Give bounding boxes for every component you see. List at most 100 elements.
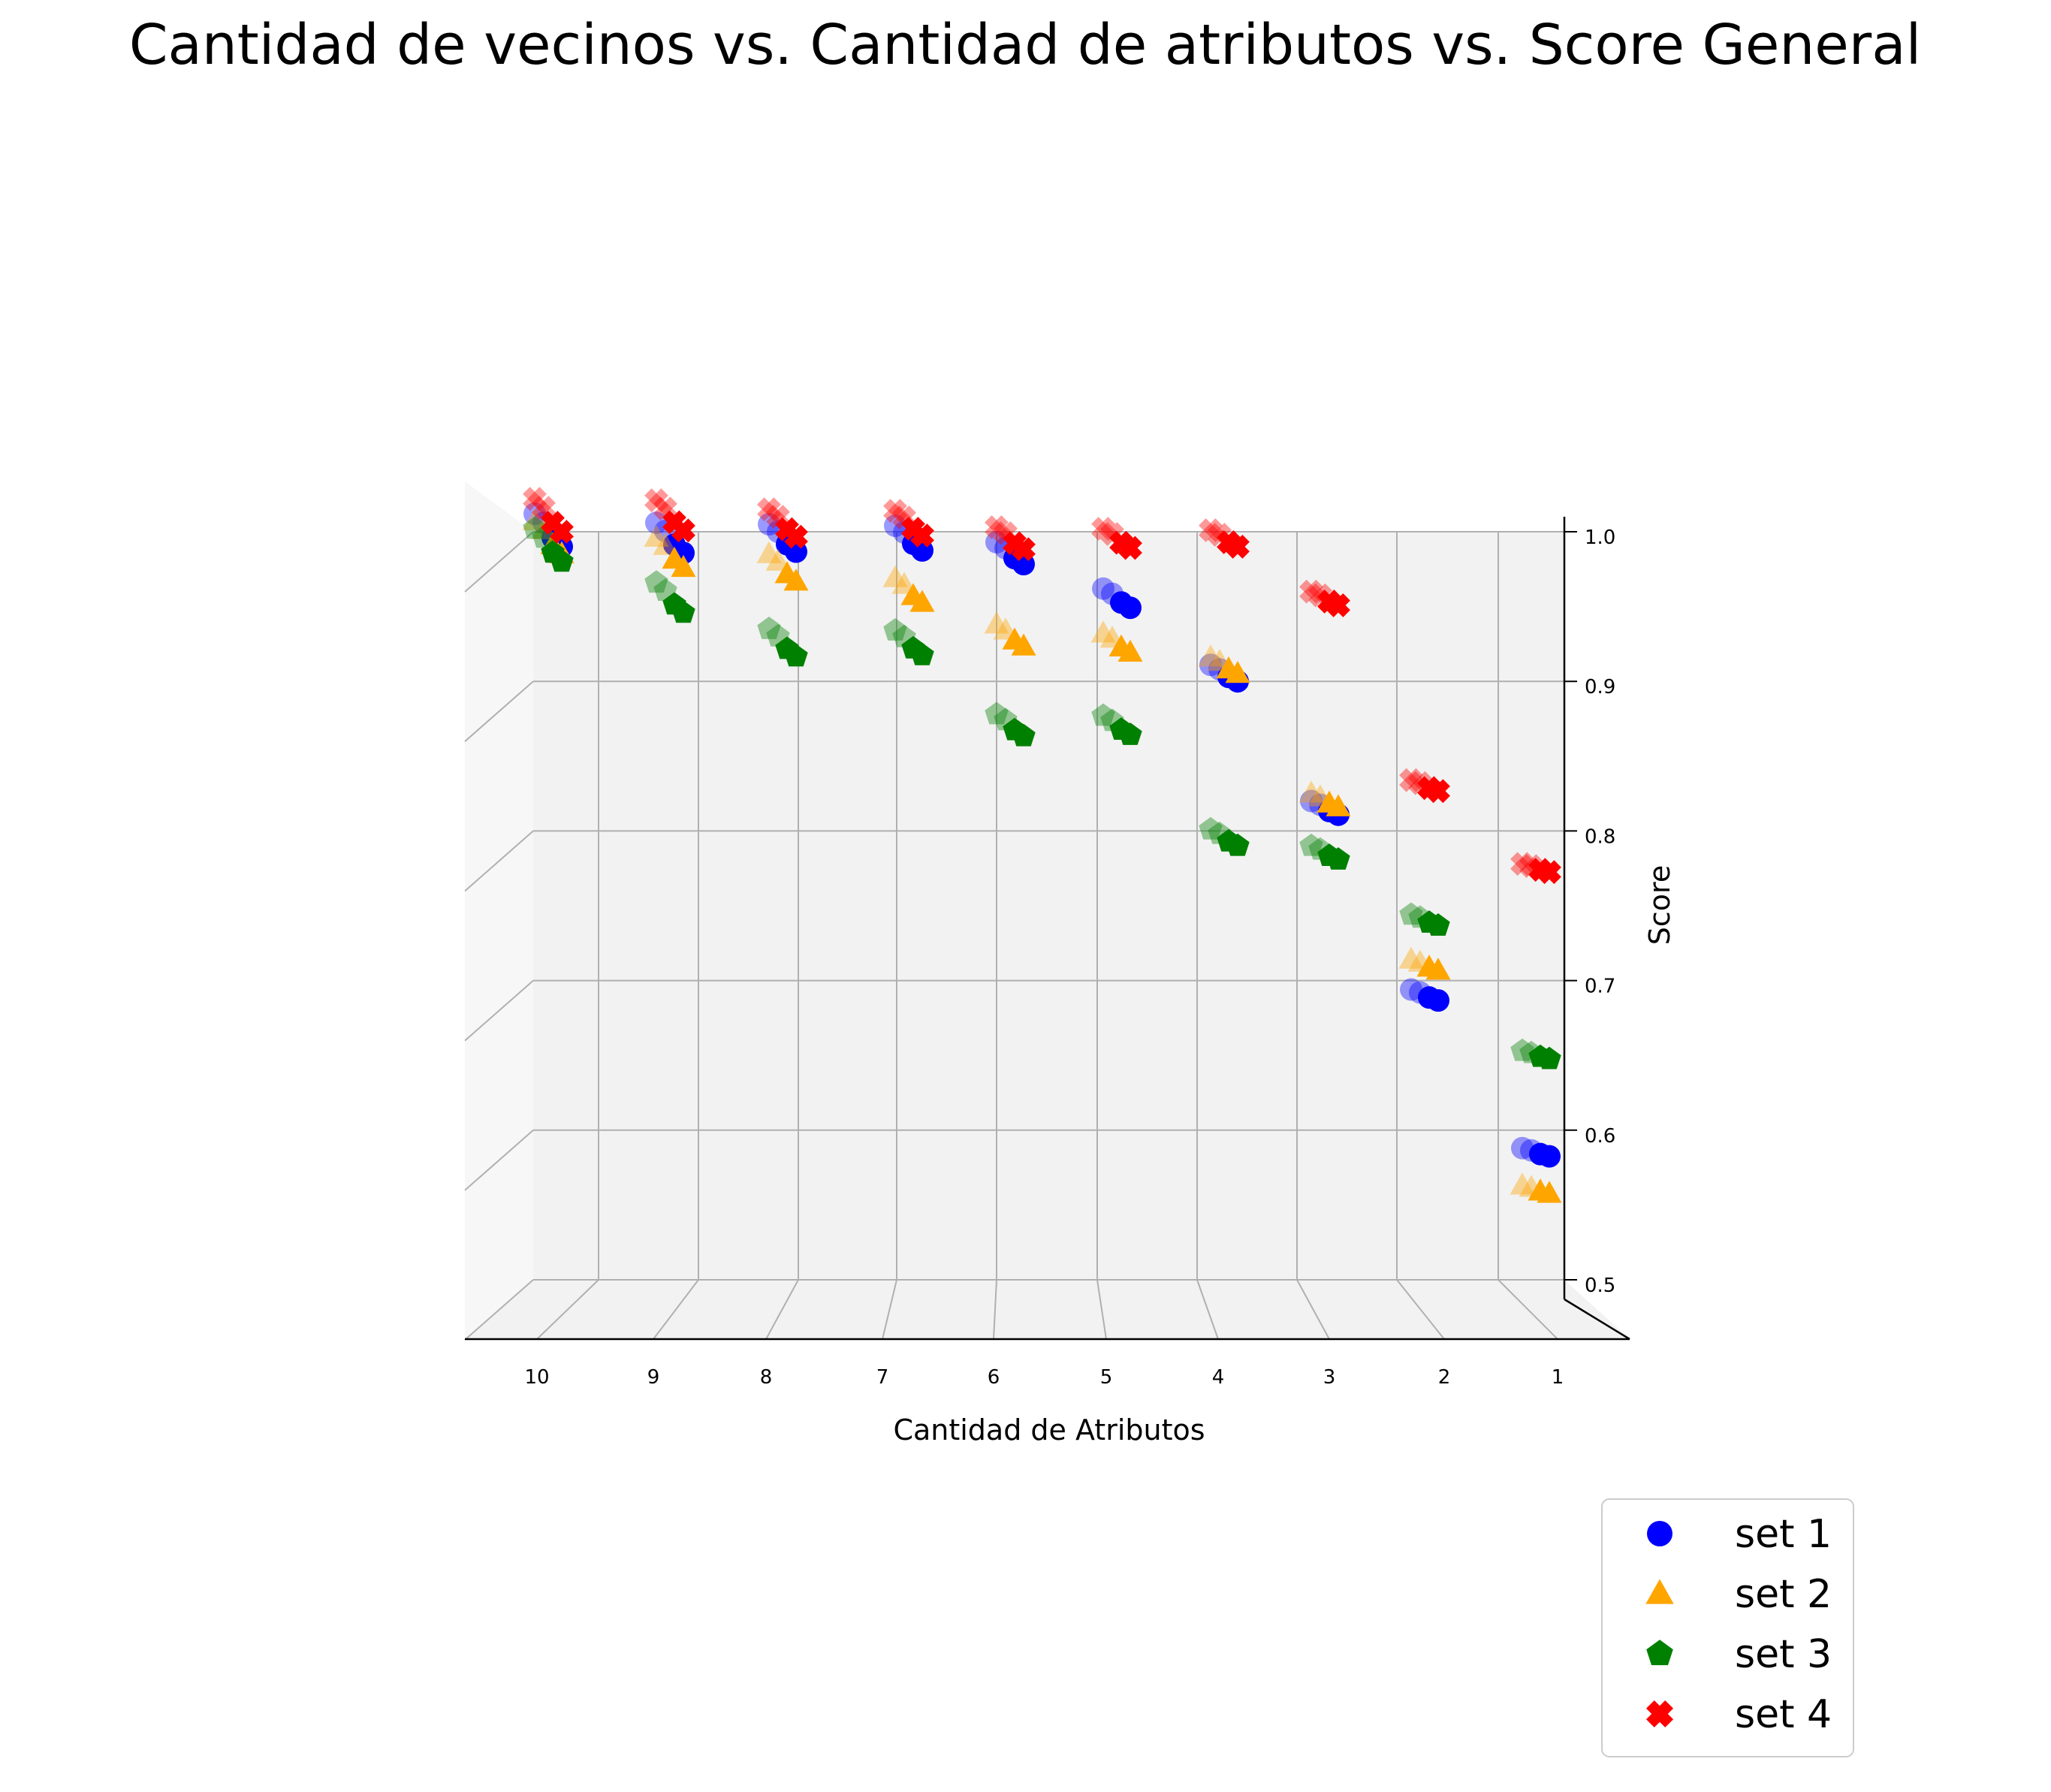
data-point-x-bar: [1100, 522, 1124, 546]
data-point-x-bar: [1091, 517, 1115, 541]
data-point-triangle: [984, 611, 1009, 634]
floor-pane: [465, 1280, 1630, 1339]
data-point-circle: [1427, 989, 1449, 1012]
data-point-triangle: [671, 554, 696, 578]
grid-line-floor: [653, 1279, 699, 1340]
data-point-pentagon: [1226, 833, 1250, 856]
data-point-x-bar: [1091, 517, 1115, 541]
data-point-x-bar: [1399, 768, 1423, 792]
data-point-triangle: [783, 569, 809, 591]
x-tick-label: 3: [1323, 1366, 1336, 1389]
data-point-circle: [1199, 653, 1222, 677]
data-point-triangle: [1225, 660, 1250, 683]
grid-line-floor: [1196, 1279, 1219, 1340]
x-tick-label: 9: [647, 1366, 660, 1389]
data-point-x-bar: [1299, 579, 1323, 604]
back-pane: [533, 532, 1564, 1280]
data-point-triangle: [1298, 780, 1324, 803]
legend-marker-triangle: [1645, 1579, 1674, 1604]
data-point-x-bar: [985, 515, 1009, 539]
data-point-x-bar: [1510, 852, 1534, 876]
legend-marker-x: [1645, 1700, 1674, 1728]
data-point-x-bar: [892, 505, 916, 529]
grid-line-floor: [1096, 1279, 1107, 1340]
data-point-x: [757, 497, 781, 522]
data-point-triangle: [765, 548, 791, 571]
data-point-triangle: [522, 508, 547, 531]
data-point-pentagon: [784, 644, 808, 667]
data-point-triangle: [1398, 946, 1424, 969]
z-tick-label: 0.8: [1585, 825, 1615, 848]
data-point-x: [784, 524, 808, 549]
data-point-x-bar: [550, 520, 574, 544]
data-point-x: [523, 487, 547, 511]
data-point-x-bar: [1537, 860, 1561, 885]
data-point-x-bar: [883, 499, 907, 523]
data-point-pentagon: [1199, 816, 1223, 840]
data-point-x-bar: [523, 487, 547, 511]
data-point-x-bar: [662, 510, 686, 535]
data-point-circle: [985, 530, 1008, 554]
data-point-x-bar: [1012, 537, 1036, 562]
legend: set 1 set 2 set 3 set 4: [1601, 1498, 1854, 1757]
x-tick-label: 7: [876, 1366, 889, 1389]
data-point-triangle: [1510, 1172, 1535, 1195]
grid-line-side: [464, 1130, 534, 1191]
data-point-x-bar: [1199, 518, 1223, 542]
data-point-pentagon: [910, 642, 934, 665]
data-point-x: [671, 518, 695, 543]
data-point-x: [1426, 779, 1450, 804]
data-point-pentagon: [883, 617, 907, 641]
legend-marker-x-bar: [1645, 1700, 1674, 1728]
data-point-pentagon: [671, 600, 695, 623]
data-point-circle: [1400, 978, 1422, 1001]
data-point-circle: [758, 513, 780, 536]
x-axis-label: Cantidad de Atributos: [893, 1413, 1205, 1447]
data-point-x-bar: [1226, 535, 1250, 559]
data-point-x-bar: [644, 488, 668, 513]
data-point-pentagon: [1012, 723, 1036, 747]
data-point-pentagon: [550, 549, 574, 572]
data-point-pentagon: [1426, 913, 1450, 936]
data-point-x-bar: [523, 487, 547, 511]
data-point-x: [1118, 535, 1142, 560]
data-point-x-bar: [985, 515, 1009, 539]
x-tick-label: 6: [988, 1366, 1000, 1389]
legend-items: set 1 set 2 set 3 set 4: [1645, 1512, 1832, 1737]
data-point-x: [1537, 860, 1561, 885]
data-point-pentagon: [1537, 1046, 1561, 1069]
data-point-triangle: [1537, 1181, 1562, 1203]
data-point-triangle: [909, 590, 935, 612]
data-point-x: [1326, 593, 1350, 617]
grid-line-floor: [1396, 1279, 1445, 1340]
data-point-circle: [1119, 596, 1142, 620]
data-point-circle: [1538, 1145, 1561, 1168]
data-point-triangle: [1117, 639, 1143, 662]
data-point-triangle: [644, 524, 669, 547]
x-tick-label: 10: [524, 1366, 549, 1389]
series-3: [523, 516, 1561, 1069]
data-point-pentagon: [523, 516, 547, 539]
data-point-x: [1510, 852, 1534, 876]
grid-lines: [464, 531, 1564, 1341]
grid-line-side: [464, 531, 534, 593]
grid-line-side: [464, 680, 534, 742]
data-point-triangle: [1198, 644, 1223, 667]
z-tick-label: 0.5: [1585, 1275, 1615, 1297]
data-point-circle: [1300, 789, 1323, 813]
data-point-circle: [1092, 577, 1114, 600]
legend-label: set 3: [1735, 1632, 1832, 1677]
legend-label: set 1: [1735, 1512, 1832, 1557]
data-point-x-bar: [1118, 535, 1142, 560]
data-point-x-bar: [1399, 768, 1423, 792]
data-point-x-bar: [1199, 518, 1223, 542]
data-point-x: [1299, 579, 1323, 604]
grid-line-side: [464, 830, 534, 892]
data-point-x-bar: [541, 511, 565, 535]
data-point-triangle: [756, 541, 782, 563]
data-point-x-bar: [757, 497, 781, 522]
series-4: [523, 487, 1561, 885]
axes: [465, 517, 1630, 1341]
data-points: [522, 487, 1562, 1203]
